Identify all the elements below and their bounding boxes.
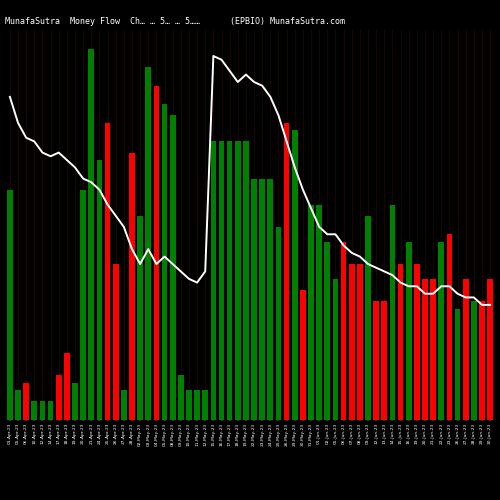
Bar	[48, 402, 54, 420]
Bar	[121, 390, 126, 420]
Bar	[365, 216, 371, 420]
Bar	[488, 279, 493, 420]
Bar	[80, 190, 86, 420]
Bar	[398, 264, 404, 420]
Bar	[268, 178, 273, 420]
Bar	[414, 264, 420, 420]
Bar	[341, 242, 346, 420]
Bar	[382, 301, 387, 420]
Bar	[88, 48, 94, 420]
Bar	[284, 123, 290, 420]
Bar	[332, 279, 338, 420]
Bar	[479, 301, 485, 420]
Bar	[24, 383, 29, 420]
Bar	[324, 242, 330, 420]
Bar	[471, 301, 476, 420]
Bar	[40, 402, 46, 420]
Bar	[32, 402, 37, 420]
Bar	[227, 142, 232, 420]
Bar	[104, 123, 110, 420]
Bar	[300, 290, 306, 420]
Bar	[276, 227, 281, 420]
Bar	[308, 204, 314, 420]
Bar	[243, 142, 249, 420]
Bar	[56, 376, 62, 420]
Bar	[178, 376, 184, 420]
Bar	[251, 178, 257, 420]
Bar	[260, 178, 265, 420]
Bar	[72, 383, 78, 420]
Bar	[113, 264, 118, 420]
Bar	[138, 216, 143, 420]
Bar	[357, 264, 362, 420]
Bar	[64, 353, 70, 420]
Bar	[454, 308, 460, 420]
Bar	[430, 279, 436, 420]
Bar	[162, 104, 168, 420]
Bar	[210, 142, 216, 420]
Bar	[129, 152, 135, 420]
Bar	[438, 242, 444, 420]
Bar	[446, 234, 452, 420]
Bar	[154, 86, 159, 420]
Bar	[235, 142, 240, 420]
Bar	[96, 160, 102, 420]
Bar	[374, 301, 379, 420]
Bar	[202, 390, 208, 420]
Bar	[292, 130, 298, 420]
Bar	[463, 279, 468, 420]
Bar	[146, 67, 151, 420]
Bar	[7, 190, 12, 420]
Bar	[316, 204, 322, 420]
Bar	[15, 390, 21, 420]
Text: MunafaSutra  Money Flow  Ch… … 5… … 5……      (EPBIO) MunafaSutra.com: MunafaSutra Money Flow Ch… … 5… … 5…… (E…	[5, 18, 345, 26]
Bar	[194, 390, 200, 420]
Bar	[390, 204, 396, 420]
Bar	[406, 242, 411, 420]
Bar	[349, 264, 354, 420]
Bar	[170, 116, 175, 420]
Bar	[218, 142, 224, 420]
Bar	[186, 390, 192, 420]
Bar	[422, 279, 428, 420]
